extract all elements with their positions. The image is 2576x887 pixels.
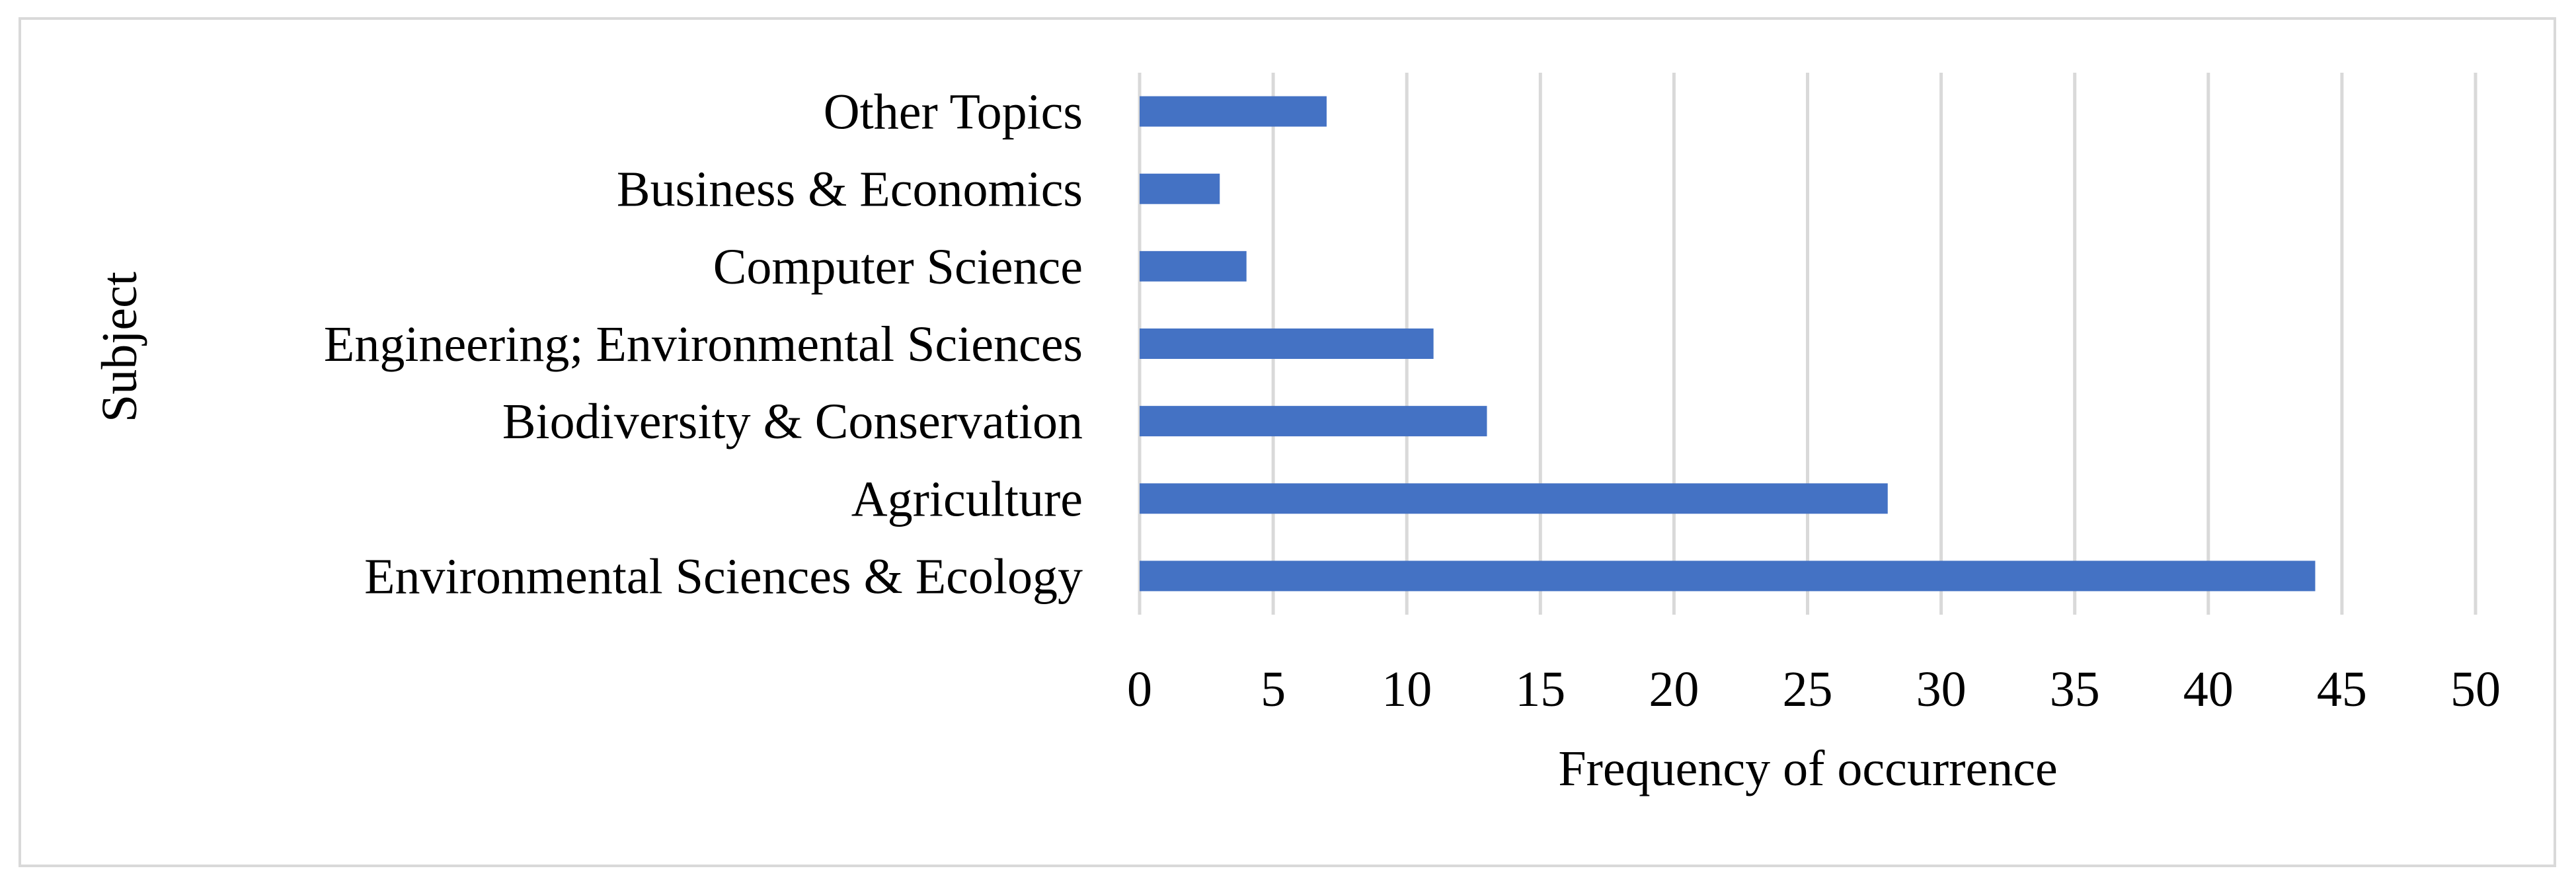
gridlines bbox=[1138, 73, 2478, 615]
bar bbox=[1140, 328, 1434, 359]
x-tick-labels: 0 5 10 15 20 25 30 35 40 45 50 bbox=[1127, 662, 2501, 717]
y-axis-title: Subject bbox=[92, 272, 147, 422]
bar bbox=[1140, 173, 1220, 204]
x-tick-label: 0 bbox=[1127, 662, 1152, 717]
bar bbox=[1140, 96, 1327, 127]
x-tick-label: 30 bbox=[1916, 662, 1967, 717]
x-tick-label: 50 bbox=[2450, 662, 2501, 717]
category-label: Agriculture bbox=[851, 471, 1083, 527]
bar bbox=[1140, 406, 1487, 437]
category-labels: Environmental Sciences & Ecology Agricult… bbox=[324, 85, 1083, 605]
bar bbox=[1140, 251, 1247, 282]
x-tick-label: 40 bbox=[2183, 662, 2234, 717]
bars bbox=[1140, 96, 2316, 592]
category-label: Environmental Sciences & Ecology bbox=[364, 549, 1083, 604]
category-label: Other Topics bbox=[824, 85, 1083, 140]
x-tick-label: 5 bbox=[1261, 662, 1286, 717]
x-tick-label: 20 bbox=[1649, 662, 1699, 717]
category-label: Computer Science bbox=[713, 239, 1083, 295]
x-tick-label: 25 bbox=[1783, 662, 1833, 717]
chart-frame bbox=[19, 17, 2556, 867]
x-tick-label: 15 bbox=[1515, 662, 1565, 717]
bar bbox=[1140, 483, 1888, 514]
x-tick-label: 35 bbox=[2050, 662, 2100, 717]
x-tick-label: 45 bbox=[2317, 662, 2367, 717]
bar bbox=[1140, 560, 2316, 592]
category-label: Business & Economics bbox=[617, 162, 1083, 217]
category-label: Biodiversity & Conservation bbox=[502, 394, 1083, 449]
category-label: Engineering; Environmental Sciences bbox=[324, 317, 1083, 372]
x-tick-label: 10 bbox=[1382, 662, 1432, 717]
x-axis-title: Frequency of occurrence bbox=[1558, 741, 2057, 796]
